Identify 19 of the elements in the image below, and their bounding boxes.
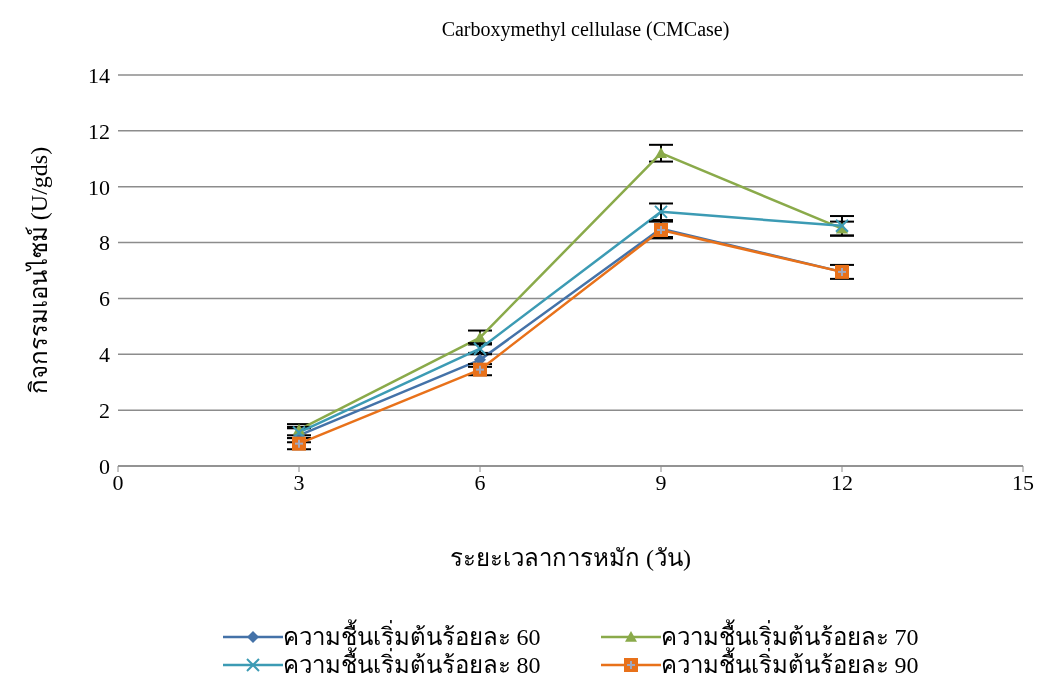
- point: [473, 362, 487, 377]
- y-tick-label: 4: [99, 342, 110, 368]
- y-tick-label: 14: [88, 62, 110, 88]
- y-tick-label: 0: [99, 453, 110, 479]
- y-axis-title: กิจกรรมเอนไซม์ (U/gds): [24, 146, 52, 395]
- x-tick-label: 15: [1012, 469, 1034, 495]
- x-tick-label: 9: [655, 469, 667, 495]
- chart-title: Carboxymethyl cellulase (CMCase): [440, 17, 731, 43]
- point: [655, 147, 667, 158]
- y-tick-label: 10: [88, 174, 110, 200]
- y-tick-label: 12: [88, 118, 110, 144]
- y-tick-label: 2: [99, 397, 110, 423]
- point: [292, 436, 306, 451]
- y-tick-label: 8: [99, 230, 110, 256]
- y-tick-label: 6: [99, 286, 110, 312]
- x-tick-label: 6: [474, 469, 486, 495]
- x-tick-label: 3: [293, 469, 305, 495]
- x-tick-label: 12: [831, 469, 853, 495]
- x-axis-title: ระยะเวลาการหมัก (วัน): [450, 545, 691, 571]
